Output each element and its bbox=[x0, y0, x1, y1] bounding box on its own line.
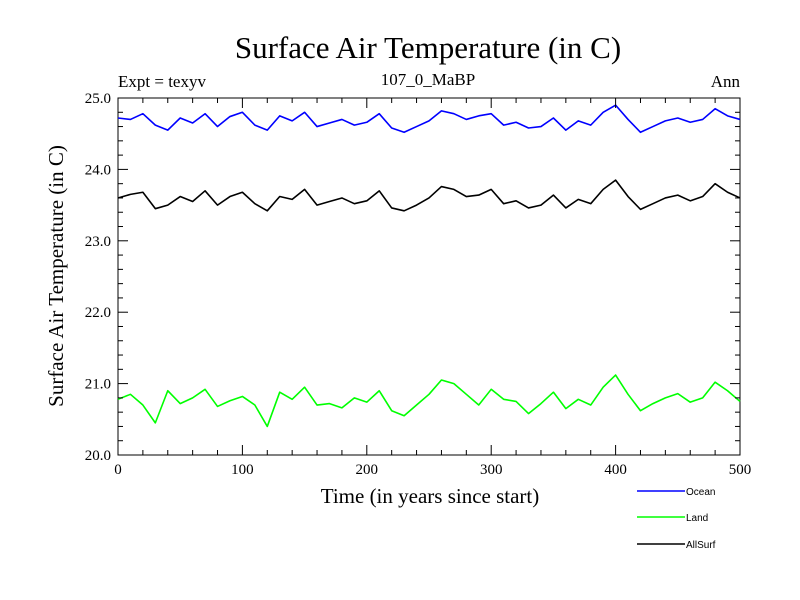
x-tick-label: 500 bbox=[729, 462, 752, 478]
y-tick-label: 22.0 bbox=[85, 305, 111, 321]
subtitle-center: 107_0_MaBP bbox=[381, 70, 475, 89]
y-tick-label: 20.0 bbox=[85, 448, 111, 464]
series-line-ocean bbox=[117, 104, 741, 134]
x-axis-label: Time (in years since start) bbox=[321, 484, 540, 508]
series-layer bbox=[117, 104, 741, 428]
legend-label-ocean: Ocean bbox=[686, 487, 715, 498]
y-tick-label: 25.0 bbox=[85, 91, 111, 107]
legend-label-land: Land bbox=[686, 513, 708, 524]
x-tick-label: 0 bbox=[114, 462, 122, 478]
x-tick-label: 100 bbox=[231, 462, 254, 478]
y-tick-label: 21.0 bbox=[85, 377, 111, 393]
legend-label-allsurf: AllSurf bbox=[686, 540, 716, 551]
chart-title: Surface Air Temperature (in C) bbox=[235, 30, 621, 65]
x-tick-label: 200 bbox=[356, 462, 379, 478]
legend: Ocean Land AllSurf bbox=[637, 487, 716, 551]
x-tick-label: 300 bbox=[480, 462, 503, 478]
axes-layer: 0 100 200 300 400 500 20.0 21.0 22.0 23.0 24.0 25.0 bbox=[85, 91, 752, 478]
series-line-allsurf bbox=[117, 179, 741, 212]
subtitle-left: Expt = texyv bbox=[118, 72, 206, 91]
y-tick-label: 24.0 bbox=[85, 162, 111, 178]
subtitle-right: Ann bbox=[711, 72, 741, 91]
x-tick-label: 400 bbox=[604, 462, 627, 478]
y-axis-label: Surface Air Temperature (in C) bbox=[44, 145, 68, 407]
y-tick-label: 23.0 bbox=[85, 234, 111, 250]
plot-frame bbox=[117, 97, 741, 456]
series-line-land bbox=[117, 374, 741, 428]
